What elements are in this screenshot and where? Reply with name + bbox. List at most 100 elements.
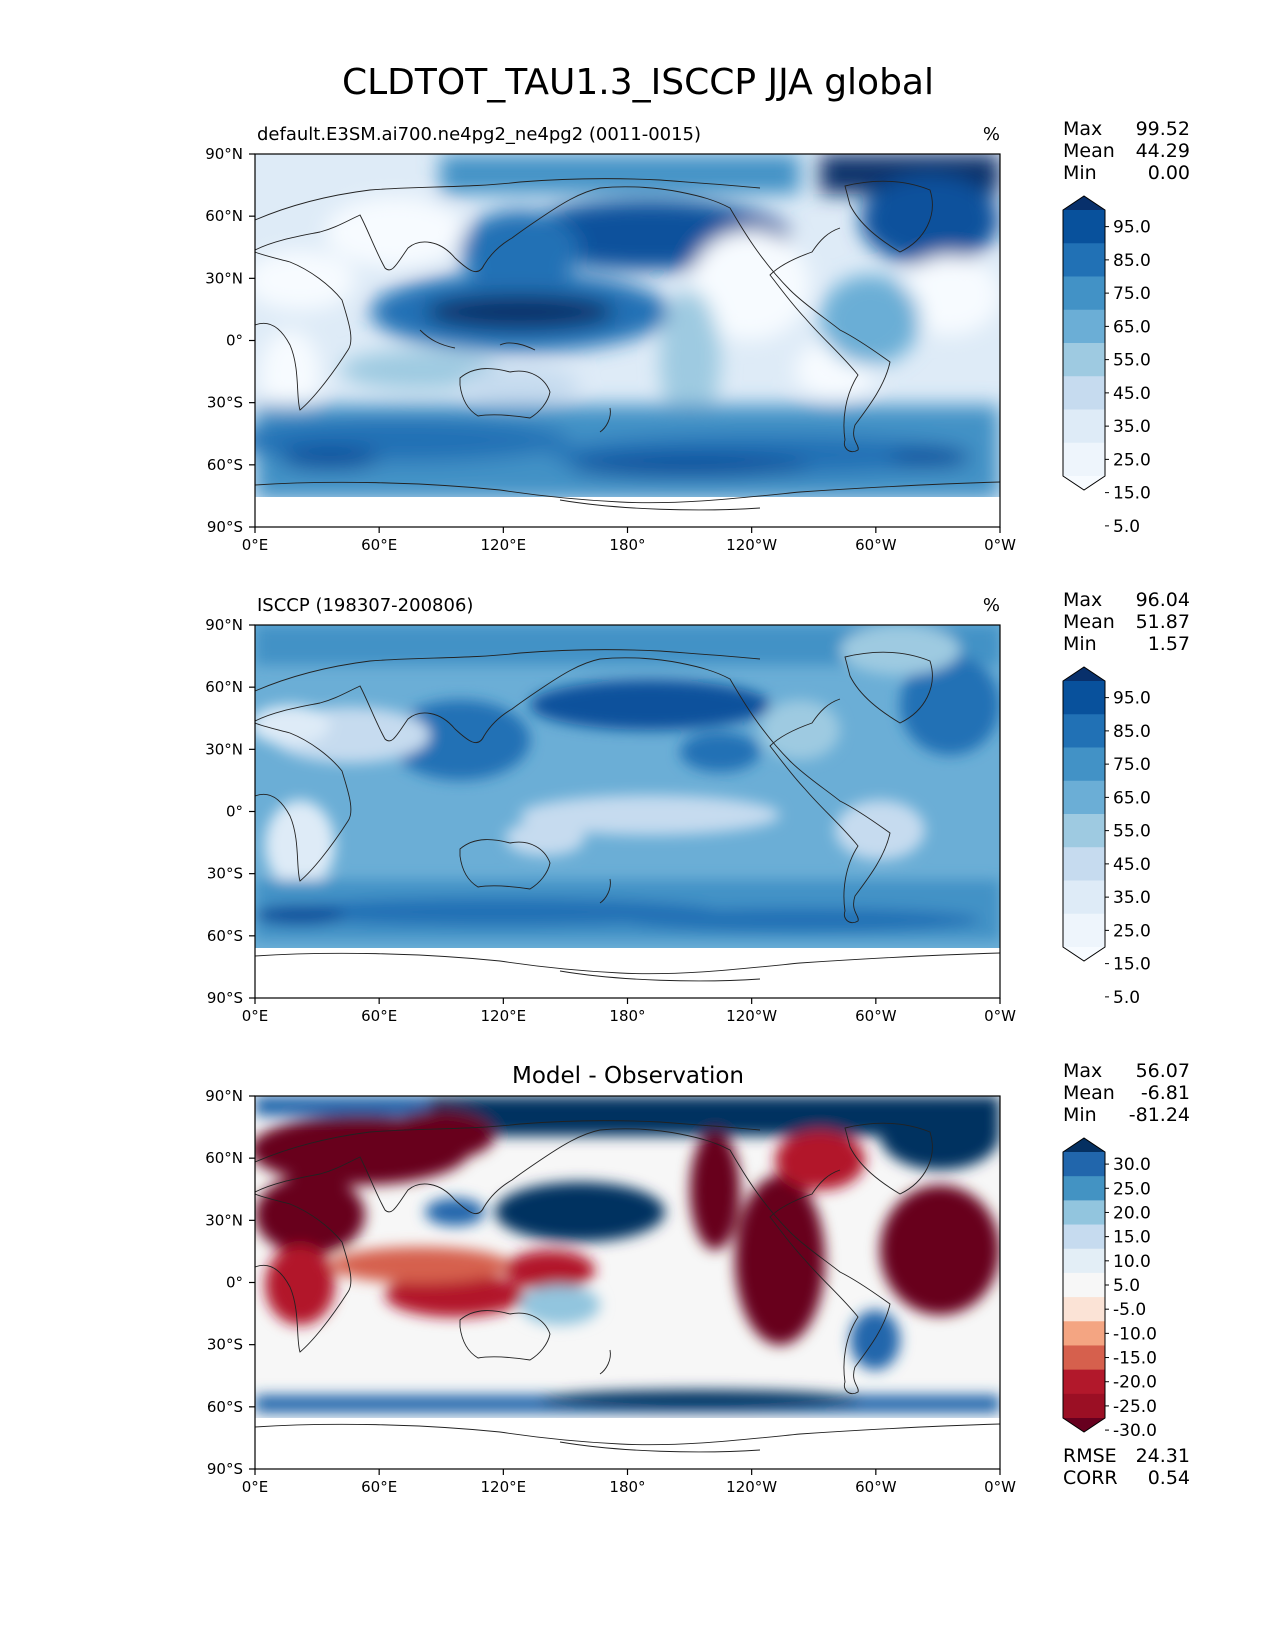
x-tick-label: 60°E xyxy=(361,1007,397,1025)
stat-value: 99.52 xyxy=(1136,118,1190,140)
colorbar-label: 95.0 xyxy=(1113,218,1151,238)
y-tick-label: 30°S xyxy=(207,1336,243,1354)
y-tick-label: 60°S xyxy=(207,1398,243,1416)
x-tick-label: 120°W xyxy=(726,536,777,554)
obs-stats-box: Max 96.04 Mean 51.87 Min 1.57 xyxy=(1063,589,1190,655)
colorbar-label: 75.0 xyxy=(1113,755,1151,775)
model-field-map xyxy=(255,154,1000,527)
y-tick-label: 60°S xyxy=(207,456,243,474)
x-tick-label: 120°E xyxy=(481,1007,527,1025)
colorbar-segment xyxy=(1063,780,1105,815)
obs-panel-title: ISCCP (198307-200806) xyxy=(257,595,473,616)
colorbar-label: 55.0 xyxy=(1113,351,1151,371)
y-tick-label: 90°S xyxy=(207,1460,243,1478)
stat-label: Min xyxy=(1063,1104,1097,1126)
colorbar-label: 65.0 xyxy=(1113,788,1151,808)
figure-title: CLDTOT_TAU1.3_ISCCP JJA global xyxy=(342,62,934,103)
x-tick-label: 0°E xyxy=(242,536,269,554)
stat-value: -81.24 xyxy=(1129,1104,1190,1126)
colorbar-segment xyxy=(1063,1369,1105,1395)
colorbar-segment xyxy=(1063,1393,1105,1419)
diff-stats-box: Max 56.07 Mean -6.81 Min -81.24 xyxy=(1063,1060,1190,1126)
metric-label: CORR xyxy=(1063,1467,1118,1489)
colorbar-segment xyxy=(1063,1176,1105,1201)
x-tick-label: 60°W xyxy=(855,536,897,554)
x-tick-label: 180° xyxy=(609,536,645,554)
colorbar-segment xyxy=(1063,814,1105,848)
colorbar-segment xyxy=(1063,1297,1105,1322)
colorbar-label: 75.0 xyxy=(1113,284,1151,304)
y-tick-label: 90°N xyxy=(205,1087,243,1105)
x-tick-label: 0°E xyxy=(242,1478,269,1496)
colorbar-segment xyxy=(1063,1152,1105,1177)
colorbar-outline xyxy=(1062,195,1106,491)
colorbar-label: 85.0 xyxy=(1113,722,1151,742)
colorbar-extend-max xyxy=(1063,1138,1105,1152)
metric-value: 0.54 xyxy=(1148,1467,1190,1489)
diff-metrics-box: RMSE 24.31 CORR 0.54 xyxy=(1063,1445,1190,1489)
stat-label: Mean xyxy=(1063,1082,1115,1104)
colorbar-segment xyxy=(1063,1200,1105,1226)
metric-label: RMSE xyxy=(1063,1445,1117,1467)
colorbar-segment xyxy=(1063,1345,1105,1371)
stat-value: 51.87 xyxy=(1136,611,1190,633)
y-tick-label: 60°N xyxy=(205,207,243,225)
x-tick-label: 180° xyxy=(609,1007,645,1025)
model-panel-title: default.E3SM.ai700.ne4pg2_ne4pg2 (0011-0… xyxy=(257,124,701,145)
x-tick-label: 120°W xyxy=(726,1007,777,1025)
colorbar-label: 30.0 xyxy=(1113,1155,1151,1175)
x-tick-label: 60°E xyxy=(361,536,397,554)
stat-value: -6.81 xyxy=(1141,1082,1190,1104)
diff-axis-labels: 0°E 60°E 120°E 180° 120°W 60°W 0°W 90°N 60°N 30°N… xyxy=(205,1087,1016,1496)
colorbar-label: 15.0 xyxy=(1113,955,1151,975)
colorbar-label: 35.0 xyxy=(1113,888,1151,908)
colorbar-segment xyxy=(1063,681,1105,715)
colorbar-label: 15.0 xyxy=(1113,484,1151,504)
x-tick-label: 0°W xyxy=(984,536,1016,554)
x-tick-label: 60°W xyxy=(855,1007,897,1025)
obs-coastlines xyxy=(255,649,1000,982)
colorbar-segment xyxy=(1063,1272,1105,1298)
y-tick-label: 90°S xyxy=(207,518,243,536)
colorbar-segment xyxy=(1063,376,1105,411)
stat-label: Min xyxy=(1063,633,1097,655)
y-tick-label: 30°S xyxy=(207,865,243,883)
colorbar-extend-min xyxy=(1063,1418,1105,1432)
y-tick-label: 90°S xyxy=(207,989,243,1007)
colorbar-segment xyxy=(1063,276,1105,311)
stat-value: 1.57 xyxy=(1148,633,1190,655)
y-tick-label: 90°N xyxy=(205,145,243,163)
y-tick-label: 0° xyxy=(226,1274,243,1292)
colorbar-label: 45.0 xyxy=(1113,855,1151,875)
model-stats-box: Max 99.52 Mean 44.29 Min 0.00 xyxy=(1063,118,1190,184)
y-tick-label: 60°S xyxy=(207,927,243,945)
obs-axis-ticks xyxy=(249,624,1001,1004)
colorbar-segment xyxy=(1063,409,1105,444)
colorbar-label: 25.0 xyxy=(1113,921,1151,941)
panel-difference: 0°E 60°E 120°E 180° 120°W 60°W 0°W 90°N 60°N 30°N… xyxy=(205,1060,1190,1496)
colorbar-label: 65.0 xyxy=(1113,317,1151,337)
colorbar-label: -10.0 xyxy=(1113,1324,1157,1344)
colorbar-extend-min xyxy=(1063,476,1105,490)
model-axis-ticks xyxy=(249,153,1001,533)
colorbar-outline xyxy=(1062,666,1106,962)
obs-field-map xyxy=(255,625,1000,998)
diff-colorbar: 30.0 25.0 20.0 15.0 10.0 5.0 -5.0 -10.0 -15.0 -20… xyxy=(1062,1137,1157,1441)
y-tick-label: 60°N xyxy=(205,678,243,696)
obs-unit-label: % xyxy=(983,595,1000,616)
diff-coastlines xyxy=(255,1120,1000,1453)
model-unit-label: % xyxy=(983,124,1000,145)
y-tick-label: 90°N xyxy=(205,616,243,634)
metric-value: 24.31 xyxy=(1136,1445,1190,1467)
stat-label: Mean xyxy=(1063,611,1115,633)
x-tick-label: 60°W xyxy=(855,1478,897,1496)
obs-colorbar: 95.0 85.0 75.0 65.0 55.0 45.0 35.0 25.0 15.0 5.0 xyxy=(1062,666,1151,1008)
stat-label: Min xyxy=(1063,162,1097,184)
colorbar-segment xyxy=(1063,880,1105,915)
x-tick-label: 0°W xyxy=(984,1007,1016,1025)
x-tick-label: 120°E xyxy=(481,1478,527,1496)
colorbar-label: 45.0 xyxy=(1113,384,1151,404)
colorbar-label: 95.0 xyxy=(1113,689,1151,709)
colorbar-label: 85.0 xyxy=(1113,251,1151,271)
